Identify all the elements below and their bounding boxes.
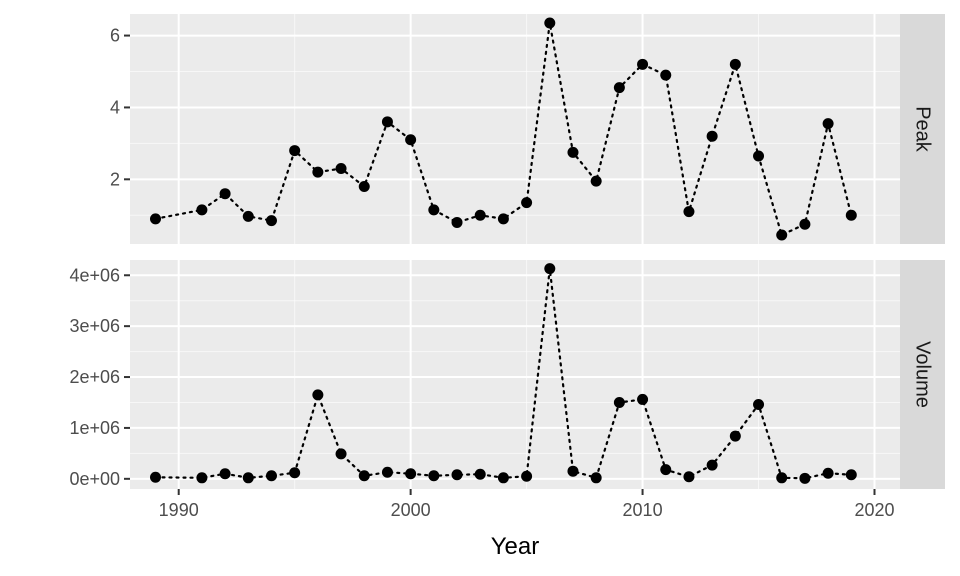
data-point <box>219 188 231 200</box>
data-point <box>590 175 602 187</box>
data-point <box>521 197 533 209</box>
chart-panels: 2 4 6 Peak 0e+00 1e+06 2e+06 3e+06 4e+06 Volume <box>69 14 945 489</box>
data-point <box>242 472 254 484</box>
data-point <box>613 82 625 94</box>
x-tick-label: 1990 <box>159 500 199 520</box>
data-point <box>544 17 556 29</box>
data-point <box>265 215 277 227</box>
data-point <box>729 58 741 70</box>
data-point <box>428 470 440 482</box>
data-point <box>289 145 301 157</box>
y-tick-label: 6 <box>110 26 120 46</box>
facet-strip <box>900 260 945 489</box>
data-point <box>150 471 162 483</box>
data-point <box>265 470 277 482</box>
data-point <box>381 466 393 478</box>
data-point <box>451 216 463 228</box>
data-point <box>335 448 347 460</box>
x-axis: 1990 2000 2010 2020 <box>159 489 895 520</box>
data-point <box>474 209 486 221</box>
data-point <box>312 166 324 178</box>
data-point <box>660 69 672 81</box>
y-tick-label: 2e+06 <box>69 367 120 387</box>
data-point <box>590 472 602 484</box>
data-point <box>822 118 834 130</box>
data-point <box>613 396 625 408</box>
y-tick-label: 0e+00 <box>69 469 120 489</box>
panel-background <box>130 260 900 489</box>
facet-strip-label: Peak <box>912 106 934 153</box>
data-point <box>497 472 509 484</box>
data-point <box>660 464 672 476</box>
x-tick-label: 2000 <box>391 500 431 520</box>
data-point <box>776 229 788 241</box>
data-point <box>706 459 718 471</box>
data-point <box>637 393 649 405</box>
data-point <box>289 467 301 479</box>
data-point <box>683 206 695 218</box>
facet-strip-label: Volume <box>912 341 934 408</box>
y-tick-label: 4 <box>110 97 120 117</box>
data-point <box>219 468 231 480</box>
data-point <box>335 163 347 175</box>
data-point <box>753 399 765 411</box>
data-point <box>474 468 486 480</box>
data-point <box>405 134 417 146</box>
data-point <box>196 472 208 484</box>
data-point <box>358 181 370 192</box>
data-point <box>799 218 811 230</box>
series-line-volume <box>154 268 853 480</box>
data-point <box>381 116 393 128</box>
data-point <box>451 469 463 481</box>
data-point <box>753 150 765 162</box>
data-point <box>544 263 556 275</box>
x-tick-label: 2010 <box>623 500 663 520</box>
data-point <box>196 204 208 216</box>
data-point <box>567 465 579 477</box>
panel-volume: 0e+00 1e+06 2e+06 3e+06 4e+06 Volume <box>69 260 945 489</box>
data-point <box>799 472 811 484</box>
data-point <box>405 468 417 480</box>
y-tick-label: 3e+06 <box>69 316 120 336</box>
data-point <box>567 146 579 158</box>
x-axis-title: Year <box>491 533 540 560</box>
data-point <box>729 430 741 442</box>
data-point <box>242 210 254 222</box>
data-point <box>683 471 695 483</box>
data-point <box>822 467 834 479</box>
x-tick-label: 2020 <box>854 500 894 520</box>
data-point <box>358 470 370 482</box>
data-point <box>312 389 324 401</box>
facet-strip <box>900 14 945 244</box>
panel-peak: 2 4 6 Peak <box>110 14 945 244</box>
data-point <box>428 204 440 216</box>
data-point <box>845 469 857 481</box>
data-point <box>497 213 509 225</box>
data-point <box>521 470 533 482</box>
data-point <box>150 213 162 225</box>
y-tick-label: 1e+06 <box>69 418 120 438</box>
data-point <box>776 472 788 484</box>
data-point <box>845 209 857 221</box>
y-tick-label: 2 <box>110 169 120 189</box>
data-point <box>706 130 718 142</box>
panel-background <box>130 14 900 244</box>
data-point <box>637 58 649 70</box>
y-tick-label: 4e+06 <box>69 265 120 285</box>
